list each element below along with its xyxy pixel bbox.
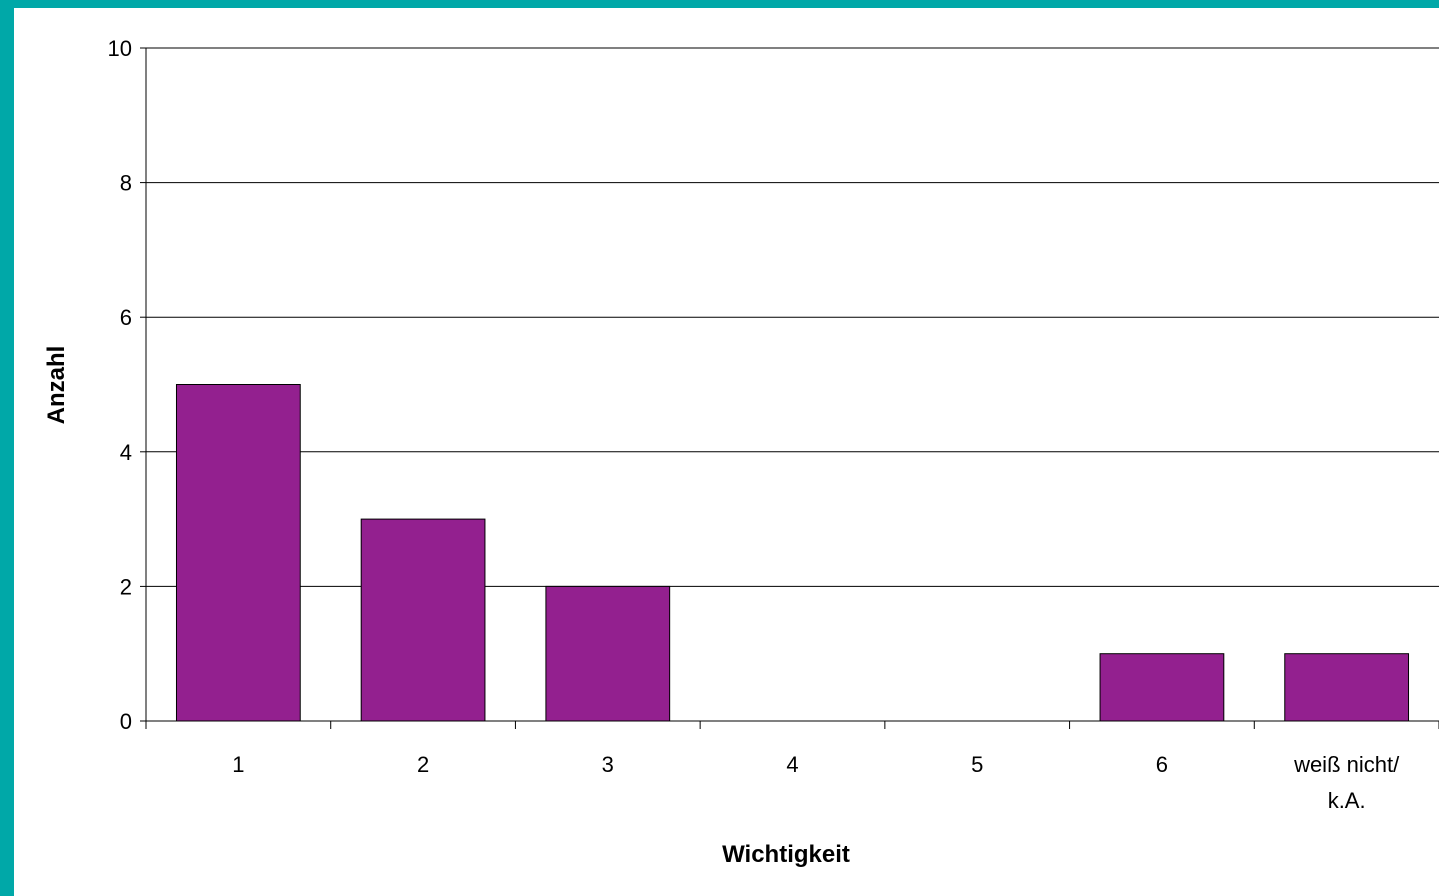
y-tick-label: 4	[120, 440, 132, 465]
x-tick-label: 2	[417, 752, 429, 777]
gridlines	[146, 47, 1439, 587]
y-tick-label: 2	[120, 574, 132, 599]
bar	[1284, 653, 1410, 722]
y-tick-label: 6	[120, 305, 132, 330]
x-tick-label: 4	[786, 752, 798, 777]
bar	[545, 585, 671, 722]
bar	[1099, 653, 1225, 722]
y-tick-label: 8	[120, 171, 132, 196]
bar	[175, 384, 301, 722]
x-tick-label: weiß nicht/k.A.	[1293, 752, 1400, 813]
x-tick-label: 6	[1156, 752, 1168, 777]
y-tick-label: 10	[108, 36, 132, 61]
y-axis-title: Anzahl	[43, 346, 70, 425]
bars	[175, 384, 1410, 722]
axes	[140, 47, 1439, 729]
bar	[360, 518, 486, 722]
x-tick-label: 5	[971, 752, 983, 777]
y-tick-label: 0	[120, 709, 132, 734]
x-tick-label: 3	[602, 752, 614, 777]
x-tick-label: 1	[232, 752, 244, 777]
x-axis-title: Wichtigkeit	[722, 841, 850, 868]
